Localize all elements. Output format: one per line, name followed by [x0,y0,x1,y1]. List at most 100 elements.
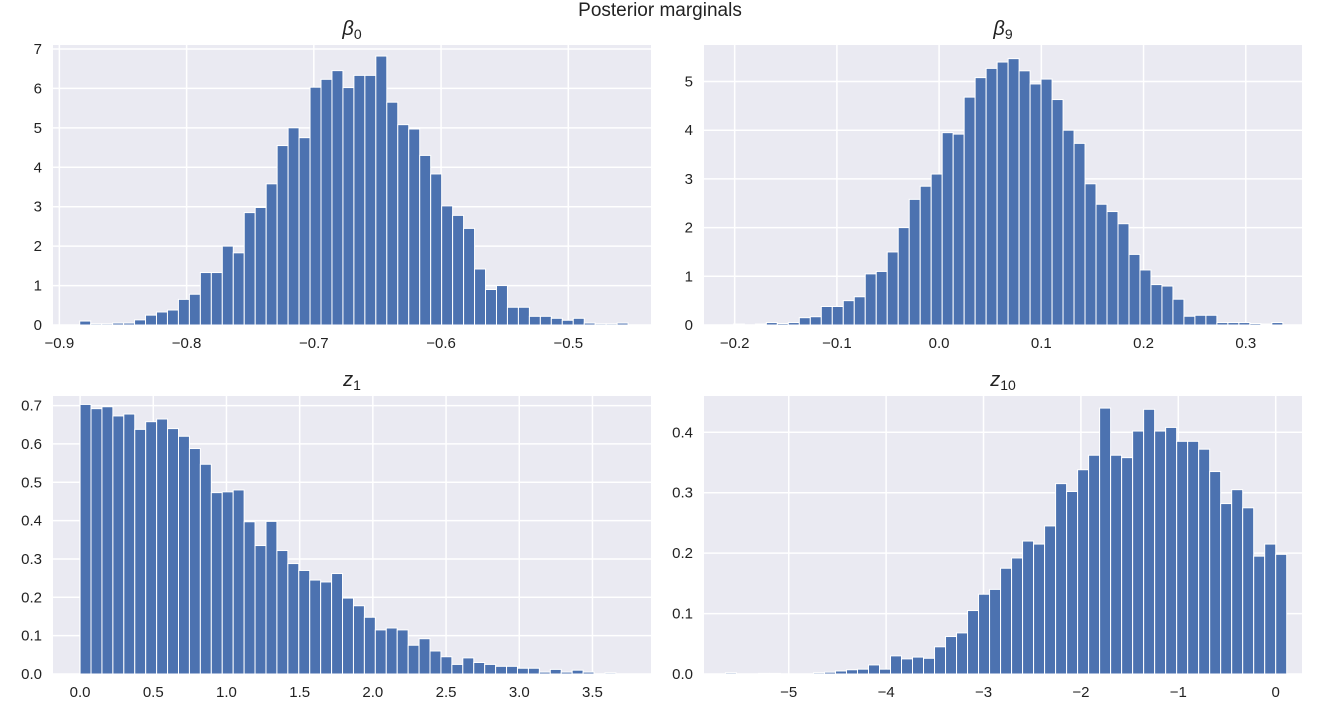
histogram-bar [506,665,518,675]
histogram-bar [1088,454,1101,675]
histogram-bar [430,173,443,326]
y-tick-label: 0.2 [672,545,693,562]
x-tick-label: 0.2 [1133,335,1154,352]
histogram-bar [1062,129,1075,326]
histogram-bar [419,154,432,326]
histogram-bar [364,74,377,326]
histogram-bar [1275,553,1288,675]
panel-title: β0 [341,18,361,42]
x-tick-label: 1.5 [289,684,310,701]
histogram-bar [309,579,322,675]
y-tick-label: 6 [34,80,42,97]
histogram-bar [1132,430,1145,675]
histogram-bar [396,629,409,675]
histogram-bar [582,671,595,675]
histogram-bar [145,421,158,675]
y-tick-label: 0.7 [21,398,42,415]
y-tick-label: 1 [685,268,693,285]
histogram-bar [1253,555,1266,675]
y-tick-label: 1 [34,278,42,295]
histogram-bar [177,298,190,326]
histogram-bar [1216,322,1229,326]
histogram-bar [897,227,910,326]
y-tick-label: 2 [685,220,693,237]
histogram-bar [221,491,234,675]
histogram-bar [79,320,92,326]
histogram-bar [342,597,354,675]
histogram-bar [123,413,136,675]
histogram-bar [506,306,519,326]
histogram-bar [867,664,881,675]
histogram-bar [528,315,541,326]
histogram-bar [831,305,844,326]
x-tick-label: 0.5 [143,684,164,701]
histogram-bar [616,322,629,326]
histogram-bar [309,86,322,326]
histogram-bar [956,632,969,675]
histogram-bar [374,629,387,675]
x-tick-label: 0.1 [1031,335,1052,352]
histogram-bar [407,644,420,675]
histogram-bar [1249,323,1262,326]
histogram-bar [560,671,573,675]
histogram-bar [254,545,267,675]
histogram-bar [474,268,487,326]
histogram-bar [243,212,256,326]
x-tick-label: −0.5 [553,335,583,352]
histogram-bar [605,323,618,326]
x-tick-label: −0.9 [45,335,75,352]
y-tick-label: 0.0 [672,666,693,683]
x-tick-label: −0.1 [822,335,852,352]
x-tick-label: 0 [1272,684,1280,701]
histogram-bar [353,74,366,326]
y-tick-label: 2 [34,238,42,255]
histogram-bar [908,198,921,326]
histogram-bar [408,128,421,326]
histogram-bar [901,658,914,675]
histogram-bar [441,205,454,326]
histogram-bar [550,317,563,326]
histogram-bar [945,636,958,675]
histogram-bar [912,656,925,675]
histogram-bar [1051,99,1064,326]
histogram-bar [90,323,103,326]
histogram-bar [484,663,497,675]
histogram-bar [754,323,767,326]
histogram-bar [101,323,114,326]
histogram-bar [287,563,300,675]
histogram-bar [232,489,245,675]
histogram-bar [724,672,737,675]
panel-title: β9 [992,18,1012,42]
x-tick-label: 3.5 [582,684,603,701]
histogram-bar [1099,407,1112,675]
histogram-bar [765,322,778,326]
histogram-bar [155,311,168,326]
histogram-bar [342,87,355,326]
x-tick-label: 1.0 [216,684,237,701]
histogram-bar [594,323,607,326]
histogram-bar [1018,70,1031,326]
histogram-bar [930,173,943,326]
histogram-bar [1022,540,1035,675]
histogram-bar [463,227,476,326]
histogram-bar [210,272,223,326]
histogram-bar [123,322,136,326]
histogram-bar [112,415,125,675]
histogram-bar [1227,322,1240,326]
histogram-bar [429,650,442,675]
histogram-bar [1198,448,1211,675]
histogram-bar [495,665,508,675]
histogram-bar [276,145,289,326]
chart-panel-4: −5 −4 −3 −2 −1 0 0.0 0.1 0.2 0.3 0.4 z10 [672,369,1302,701]
histogram-bar [572,317,585,326]
histogram-bar [571,669,584,675]
histogram-bar [1271,322,1284,326]
histogram-bar [952,133,965,326]
histogram-bar [1040,78,1053,326]
histogram-bar [1066,490,1079,675]
histogram-bar [134,319,147,326]
histogram-bar [1172,298,1185,326]
x-tick-label: −0.8 [172,335,202,352]
x-tick-label: 3.0 [509,684,530,701]
